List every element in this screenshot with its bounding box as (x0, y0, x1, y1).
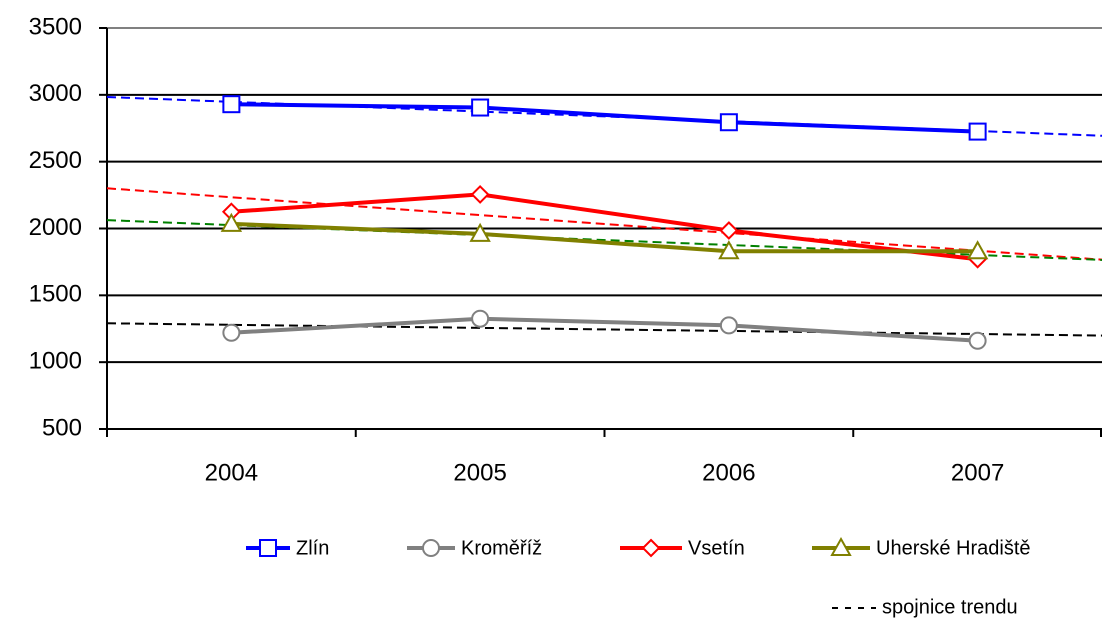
legend-item: Uherské Hradiště (812, 536, 1031, 559)
marker (259, 539, 277, 557)
marker (719, 316, 738, 335)
y-tick-label: 2000 (29, 214, 82, 241)
legend-label: Kroměříž (461, 537, 542, 559)
series-line (231, 221, 978, 254)
trend-line (107, 187, 1102, 261)
marker (222, 323, 241, 342)
marker (422, 539, 440, 557)
legend-item: Kroměříž (407, 537, 542, 559)
marker (719, 221, 739, 240)
marker (718, 240, 740, 260)
x-tick-label: 2006 (702, 459, 755, 486)
marker (641, 538, 661, 558)
marker (220, 212, 243, 232)
plot-area (107, 95, 1102, 350)
marker (471, 98, 490, 117)
legend-item: Zlín (246, 537, 329, 559)
marker (968, 331, 987, 350)
y-tick-label: 2500 (29, 147, 82, 174)
y-tick-label: 1000 (29, 348, 82, 375)
trend-line (107, 322, 1102, 337)
marker (471, 309, 490, 328)
x-tick-label: 2005 (453, 459, 506, 486)
y-tick-label: 3500 (29, 13, 82, 40)
marker (469, 222, 491, 242)
series-line (231, 316, 978, 343)
marker (830, 536, 852, 556)
y-tick-label: 3000 (29, 80, 82, 107)
series-line (231, 102, 978, 134)
x-tick-label: 2004 (205, 459, 258, 486)
marker (222, 95, 241, 114)
legend-label: Uherské Hradiště (876, 537, 1031, 559)
legend-label: Zlín (296, 537, 329, 559)
series-line (231, 192, 978, 262)
marker (966, 240, 989, 260)
legend-label: spojnice trendu (882, 596, 1018, 618)
y-tick-label: 1500 (29, 281, 82, 308)
marker (470, 185, 490, 204)
legend-item: Vsetín (620, 537, 745, 559)
y-tick-label: 500 (42, 414, 82, 441)
x-tick-label: 2007 (951, 459, 1004, 486)
marker (968, 122, 987, 141)
marker (719, 113, 738, 132)
legend-label: Vsetín (688, 537, 745, 559)
legend-item: spojnice trendu (832, 596, 1018, 618)
